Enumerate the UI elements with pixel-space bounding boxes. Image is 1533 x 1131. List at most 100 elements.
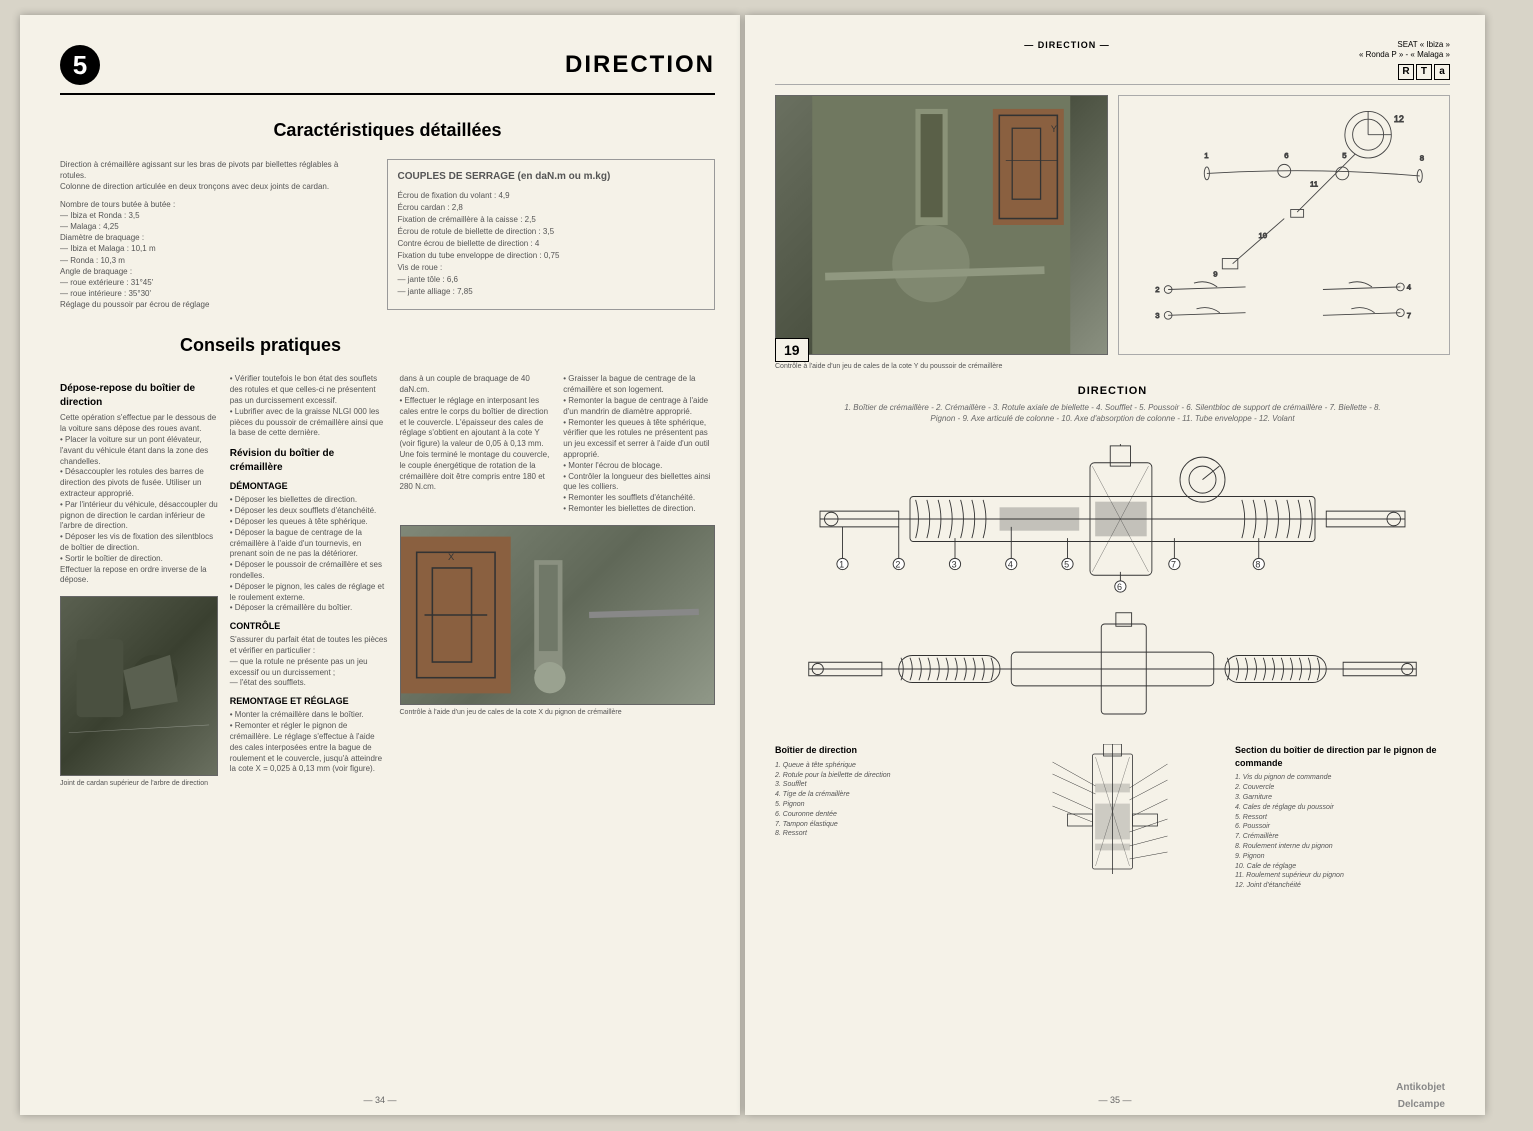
steering-rack-section-drawing: 1 2 3 4 5 6 7 8 <box>775 444 1450 594</box>
photo-caption: Contrôle à l'aide d'un jeu de cales de l… <box>400 708 716 717</box>
spec-line: Angle de braquage : <box>60 266 367 277</box>
body-text: Cette opération s'effectue par le dessou… <box>60 413 218 586</box>
svg-text:6: 6 <box>1117 582 1122 592</box>
torque-line: Écrou de fixation du volant : 4,9 <box>398 190 705 202</box>
legend-item: 1. Vis du pignon de commande <box>1235 773 1450 783</box>
figure-number: 19 <box>775 338 809 362</box>
legend-item: 6. Couronne dentée <box>775 810 990 820</box>
torque-line: Contre écrou de biellette de direction :… <box>398 238 705 250</box>
legend-item: 1. Queue à tête sphérique <box>775 761 990 771</box>
svg-text:Y: Y <box>1051 124 1057 134</box>
photo-shim-check: X <box>400 525 716 705</box>
boitier-title: Boîtier de direction <box>775 744 990 757</box>
legend-item: 2. Rotule pour la biellette de direction <box>775 771 990 781</box>
svg-text:10: 10 <box>1258 231 1267 240</box>
direction-legend: 1. Boîtier de crémaillère - 2. Crémaillè… <box>775 402 1450 424</box>
svg-text:4: 4 <box>1406 282 1411 291</box>
spec-line: — Ibiza et Malaga : 10,1 m <box>60 243 367 254</box>
chapter-header: 5 DIRECTION <box>60 45 715 95</box>
tips-columns: Dépose-repose du boîtier de direction Ce… <box>60 374 715 788</box>
legend-item: 5. Ressort <box>1235 813 1450 823</box>
body-text: • Vérifier toutefois le bon état des sou… <box>230 374 388 439</box>
legend-item: 6. Poussoir <box>1235 822 1450 832</box>
spec-line: — Malaga : 4,25 <box>60 221 367 232</box>
rta-cell: a <box>1434 64 1450 80</box>
svg-text:5: 5 <box>1064 560 1069 570</box>
spec-line: — Ronda : 10,3 m <box>60 255 367 266</box>
section-legend-col: Section du boîtier de direction par le p… <box>1235 744 1450 891</box>
legend-item: 12. Joint d'étanchéité <box>1235 881 1450 891</box>
torque-box-title: COUPLES DE SERRAGE (en daN.m ou m.kg) <box>398 170 705 184</box>
svg-text:2: 2 <box>1155 285 1159 294</box>
spec-line: Nombre de tours butée à butée : <box>60 199 367 210</box>
header-vehicle-info: SEAT « Ibiza » « Ronda P » - « Malaga » … <box>1359 40 1450 80</box>
torque-line: Fixation de crémaillère à la caisse : 2,… <box>398 214 705 226</box>
spec-line: Diamètre de braquage : <box>60 232 367 243</box>
legend-item: 11. Roulement supérieur du pignon <box>1235 871 1450 881</box>
section-heading-tips: Conseils pratiques <box>180 335 715 356</box>
pinion-section-diagram <box>1005 744 1220 884</box>
legend-item: 10. Cale de réglage <box>1235 862 1450 872</box>
svg-text:6: 6 <box>1284 151 1288 160</box>
svg-text:2: 2 <box>895 560 900 570</box>
svg-text:4: 4 <box>1008 560 1013 570</box>
body-text: • Déposer les biellettes de direction. •… <box>230 495 388 614</box>
svg-text:1: 1 <box>1204 151 1208 160</box>
svg-text:11: 11 <box>1310 179 1318 188</box>
specs-row: Direction à crémaillère agissant sur les… <box>60 159 715 310</box>
photo-caption: Joint de cardan supérieur de l'arbre de … <box>60 779 218 788</box>
left-page: 5 DIRECTION Caractéristiques détaillées … <box>20 15 740 1115</box>
svg-text:12: 12 <box>1393 114 1403 124</box>
torque-line: Fixation du tube enveloppe de direction … <box>398 250 705 262</box>
vehicle-line: « Ronda P » - « Malaga » <box>1359 50 1450 60</box>
chapter-number-badge: 5 <box>60 45 100 85</box>
svg-text:3: 3 <box>952 560 957 570</box>
spec-line: Réglage du poussoir par écrou de réglage <box>60 299 367 310</box>
photo-caption: Contrôle à l'aide d'un jeu de cales de l… <box>775 363 1450 370</box>
legend-item: 4. Tige de la crémaillère <box>775 790 990 800</box>
specs-left-column: Direction à crémaillère agissant sur les… <box>60 159 367 310</box>
svg-text:8: 8 <box>1255 560 1260 570</box>
photo-pusher-check: Y 19 <box>775 95 1108 355</box>
tips-col-3: dans à un couple de braquage de 40 daN.c… <box>400 374 716 788</box>
tips-col-2: • Vérifier toutefois le bon état des sou… <box>230 374 388 788</box>
subheading-demontage: DÉMONTAGE <box>230 480 388 492</box>
svg-text:8: 8 <box>1419 153 1423 162</box>
svg-text:3: 3 <box>1155 311 1159 320</box>
svg-text:9: 9 <box>1213 269 1217 278</box>
boitier-legend-col: Boîtier de direction 1. Queue à tête sph… <box>775 744 990 891</box>
torque-line: Écrou de rotule de biellette de directio… <box>398 226 705 238</box>
steering-rack-outline-drawing <box>775 609 1450 729</box>
intro-text: Direction à crémaillère agissant sur les… <box>60 159 367 193</box>
svg-text:X: X <box>448 551 455 562</box>
legend-item: 8. Ressort <box>775 829 990 839</box>
right-page: — DIRECTION — SEAT « Ibiza » « Ronda P »… <box>745 15 1485 1115</box>
chapter-title: DIRECTION <box>115 51 715 79</box>
torque-line: — jante tôle : 6,6 <box>398 274 705 286</box>
body-text: S'assurer du parfait état de toutes les … <box>230 635 388 689</box>
subheading-remontage: REMONTAGE ET RÉGLAGE <box>230 695 388 707</box>
header-section-title: — DIRECTION — <box>1024 40 1110 50</box>
page-number: — 34 — <box>363 1095 396 1105</box>
svg-text:7: 7 <box>1406 311 1410 320</box>
svg-text:7: 7 <box>1171 560 1176 570</box>
rta-cell: R <box>1398 64 1414 80</box>
legend-item: 4. Cales de réglage du poussoir <box>1235 803 1450 813</box>
legend-item: 7. Crémaillère <box>1235 832 1450 842</box>
exploded-view-diagram: 12 11 10 9 1 6 5 8 <box>1118 95 1451 355</box>
top-diagram-row: Y 19 12 11 10 9 <box>775 95 1450 355</box>
svg-text:1: 1 <box>839 560 844 570</box>
watermark-antikobjet: Antikobjet <box>1396 1082 1445 1093</box>
svg-text:5: 5 <box>1342 151 1346 160</box>
photo-cardan-joint <box>60 596 218 776</box>
torque-line: Écrou cardan : 2,8 <box>398 202 705 214</box>
legend-item: 7. Tampon élastique <box>775 820 990 830</box>
legend-item: 3. Soufflet <box>775 780 990 790</box>
torque-line: Vis de roue : <box>398 262 705 274</box>
bottom-row: Boîtier de direction 1. Queue à tête sph… <box>775 744 1450 891</box>
direction-caption-title: DIRECTION <box>775 385 1450 397</box>
watermark-delcampe: Delcampe <box>1398 1099 1445 1110</box>
torque-line: — jante alliage : 7,85 <box>398 286 705 298</box>
section-heading-specs: Caractéristiques détaillées <box>60 120 715 141</box>
legend-item: 5. Pignon <box>775 800 990 810</box>
